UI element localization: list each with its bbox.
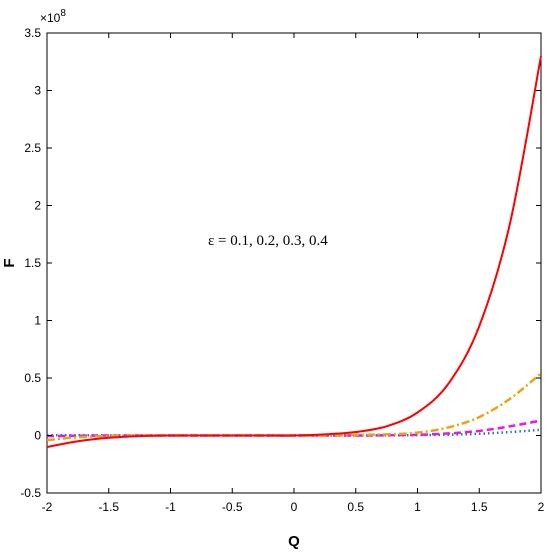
y-tick-label: 2.5 bbox=[24, 141, 41, 155]
y-multiplier-exponent: 8 bbox=[60, 8, 66, 19]
x-tick-label: 0.5 bbox=[347, 500, 364, 514]
y-tick-label: 3.5 bbox=[24, 26, 41, 40]
x-tick-label: 1 bbox=[414, 500, 421, 514]
series-layer bbox=[46, 55, 542, 448]
x-tick-label: -1.5 bbox=[98, 500, 119, 514]
series-line-4 bbox=[46, 55, 542, 448]
x-tick-label: 2 bbox=[538, 500, 545, 514]
y-multiplier-label: ×108 bbox=[40, 8, 66, 25]
x-tick-label: -2 bbox=[42, 500, 53, 514]
series-line-1 bbox=[46, 428, 542, 437]
ticks-layer: -2 -1.5 -1 -0.5 0 0.5 1 1.5 2 -0.5 0 0.5 1 1.5 2 2.5 3 3.… bbox=[20, 26, 544, 514]
y-axis-label: F bbox=[1, 258, 18, 267]
y-tick-label: 1 bbox=[34, 314, 41, 328]
x-axis-label: Q bbox=[288, 533, 300, 550]
y-tick-label: 0.5 bbox=[24, 371, 41, 385]
y-tick-label: 3 bbox=[34, 84, 41, 98]
x-tick-label: 1.5 bbox=[471, 500, 488, 514]
x-tick-label: -1 bbox=[165, 500, 176, 514]
y-tick-label: -0.5 bbox=[20, 486, 41, 500]
x-tick-label: 0 bbox=[291, 500, 298, 514]
x-tick-label: -0.5 bbox=[222, 500, 243, 514]
y-tick-label: 2 bbox=[34, 199, 41, 213]
y-tick-label: 1.5 bbox=[24, 256, 41, 270]
plot-frame bbox=[46, 32, 542, 494]
epsilon-annotation: ε = 0.1, 0.2, 0.3, 0.4 bbox=[208, 233, 328, 249]
y-tick-label: 0 bbox=[34, 429, 41, 443]
